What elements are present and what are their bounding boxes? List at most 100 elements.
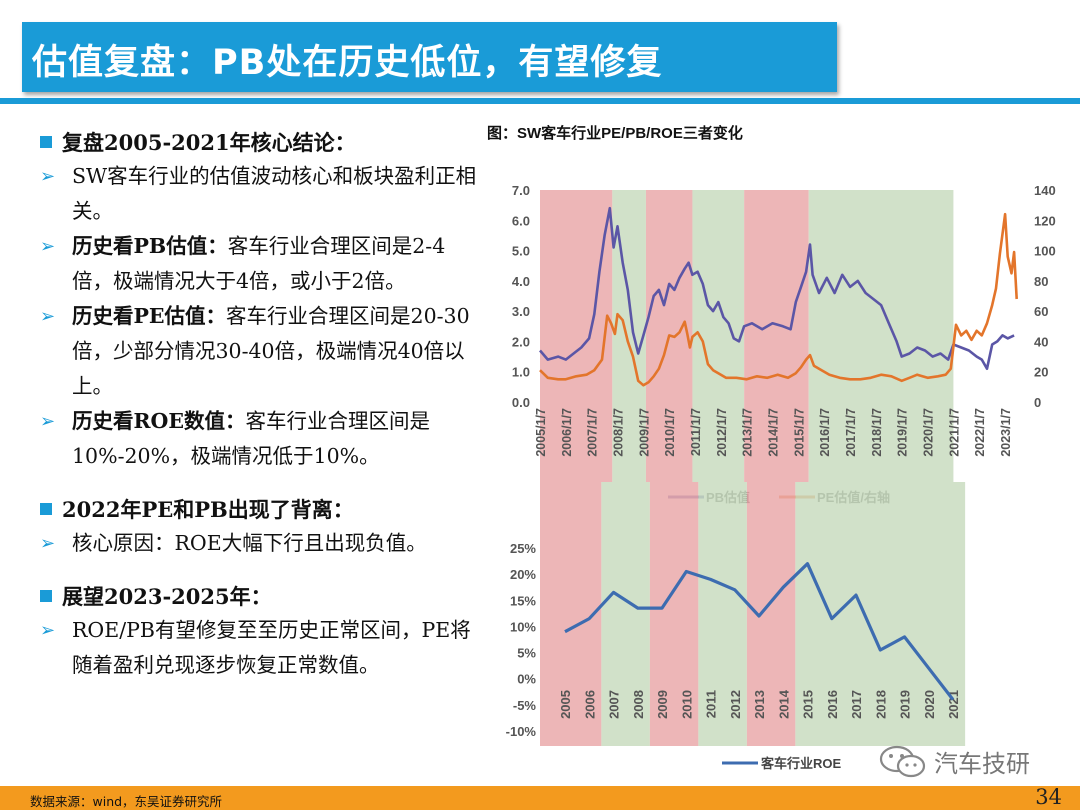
y-axis-tick-label: 20% bbox=[510, 567, 536, 582]
shaded-period-band bbox=[540, 190, 613, 482]
title-rule bbox=[0, 98, 1080, 104]
shaded-period-band bbox=[612, 190, 646, 482]
x-axis-tick-label: 2011 bbox=[704, 690, 719, 718]
arrow-bullet-icon: ➢ bbox=[40, 236, 56, 257]
bullet-text: 历史看PB估值：客车行业合理区间是2-4倍，极端情况大于4倍，或小于2倍。 bbox=[72, 234, 446, 293]
left-axis-tick-label: 6.0 bbox=[512, 213, 530, 228]
arrow-bullet-icon: ➢ bbox=[40, 411, 56, 432]
x-axis-tick-label: 2014/1/7 bbox=[767, 408, 781, 457]
series-line bbox=[539, 212, 1018, 387]
y-axis-tick-label: 10% bbox=[510, 619, 536, 634]
y-axis-tick-label: -5% bbox=[513, 698, 537, 713]
shaded-period-band bbox=[540, 482, 602, 746]
arrow-bullet-icon: ➢ bbox=[40, 533, 56, 554]
right-axis-tick-label: 140 bbox=[1034, 183, 1056, 198]
x-axis-tick-label: 2014 bbox=[776, 689, 791, 719]
arrow-bullet-icon: ➢ bbox=[40, 306, 56, 327]
x-axis-tick-label: 2019/1/7 bbox=[896, 408, 910, 457]
section-heading: 2022年PE和PB出现了背离： bbox=[38, 492, 478, 526]
bullet-text: 历史看ROE数值：客车行业合理区间是10%-20%，极端情况低于10%。 bbox=[72, 409, 431, 468]
x-axis-tick-label: 2013/1/7 bbox=[741, 408, 755, 457]
section-heading: 复盘2005-2021年核心结论： bbox=[38, 125, 478, 159]
valuation-chart: 0.0 1.0 2.0 3.0 4.0 5.0 6.0 7.0 0 20 40 60 80 100 120 1… bbox=[512, 183, 1056, 505]
y-axis-tick-label: 25% bbox=[510, 541, 536, 556]
section-divergence: 2022年PE和PB出现了背离： ➢ 核心原因：ROE大幅下行且出现负值。 bbox=[38, 492, 478, 561]
section-heading-text: 复盘2005-2021年核心结论： bbox=[62, 130, 356, 155]
bullet-text: 历史看PE估值：客车行业合理区间是20-30倍，少部分情况30-40倍，极端情况… bbox=[72, 304, 470, 398]
bullet-text: ROE/PB有望修复至至历史正常区间，PE将随着盈利兑现逐步恢复正常数值。 bbox=[72, 618, 471, 677]
x-axis-tick-label: 2012/1/7 bbox=[715, 408, 729, 457]
data-source: 数据来源：wind，东吴证券研究所 bbox=[30, 794, 223, 809]
right-axis-tick-label: 100 bbox=[1034, 244, 1056, 259]
x-axis-tick-label: 2008/1/7 bbox=[612, 408, 626, 457]
x-axis-tick-label: 2005/1/7 bbox=[534, 408, 548, 457]
right-axis-tick-label: 60 bbox=[1034, 304, 1048, 319]
x-axis-tick-label: 2011/1/7 bbox=[689, 408, 703, 456]
arrow-bullet-icon: ➢ bbox=[40, 166, 56, 187]
left-axis-tick-label: 0.0 bbox=[512, 395, 530, 410]
arrow-bullet-icon: ➢ bbox=[40, 620, 56, 641]
x-axis-tick-label: 2022/1/7 bbox=[973, 408, 987, 457]
x-axis-tick-label: 2013 bbox=[752, 690, 767, 719]
left-text-panel: 复盘2005-2021年核心结论： ➢ SW客车行业的估值波动核心和板块盈利正相关… bbox=[38, 125, 478, 683]
x-axis-tick-label: 2018/1/7 bbox=[870, 408, 884, 457]
y-axis-tick-label: -10% bbox=[506, 724, 537, 739]
x-axis-tick-label: 2005 bbox=[558, 690, 573, 719]
x-axis-tick-label: 2007 bbox=[607, 690, 622, 719]
x-axis-tick-label: 2020 bbox=[922, 690, 937, 719]
shaded-period-band bbox=[746, 482, 796, 746]
bullet-text: 核心原因：ROE大幅下行且出现负值。 bbox=[72, 531, 427, 555]
square-bullet-icon bbox=[40, 136, 52, 148]
page-title: 估值复盘：PB处在历史低位，有望修复 bbox=[32, 43, 663, 83]
x-axis-tick-label: 2010 bbox=[679, 690, 694, 719]
legend-label: 客车行业ROE bbox=[761, 756, 842, 771]
x-axis-tick-label: 2006 bbox=[582, 690, 597, 719]
x-axis-tick-label: 2017/1/7 bbox=[844, 408, 858, 457]
roe-chart: -10% -5% 0% 5% 10% 15% 20% 25% 2005 2006 2007 2008 2… bbox=[506, 482, 966, 771]
section-heading-text: 展望2023-2025年： bbox=[62, 584, 272, 609]
watermark: 汽车技研 bbox=[878, 744, 1030, 779]
x-axis-tick-label: 2012 bbox=[728, 690, 743, 719]
bullet-text: SW客车行业的估值波动核心和板块盈利正相关。 bbox=[72, 164, 477, 223]
x-axis-tick-label: 2009/1/7 bbox=[637, 408, 651, 457]
y-axis-tick-label: 5% bbox=[517, 646, 536, 661]
y-axis-tick-label: 15% bbox=[510, 593, 536, 608]
right-axis-tick-label: 40 bbox=[1034, 334, 1048, 349]
x-axis-tick-label: 2015/1/7 bbox=[792, 408, 806, 457]
square-bullet-icon bbox=[40, 590, 52, 602]
section-review: 复盘2005-2021年核心结论： ➢ SW客车行业的估值波动核心和板块盈利正相关… bbox=[38, 125, 478, 474]
bullet-item: ➢ SW客车行业的估值波动核心和板块盈利正相关。 bbox=[38, 159, 478, 229]
x-axis-tick-label: 2016/1/7 bbox=[818, 408, 832, 457]
shaded-period-band bbox=[808, 190, 954, 482]
shaded-period-band bbox=[649, 482, 699, 746]
x-axis-tick-label: 2006/1/7 bbox=[560, 408, 574, 457]
series-line bbox=[539, 206, 1015, 371]
right-axis-tick-label: 120 bbox=[1034, 213, 1056, 228]
left-axis-tick-label: 5.0 bbox=[512, 244, 530, 259]
x-axis-tick-label: 2020/1/7 bbox=[922, 408, 936, 457]
x-axis-tick-label: 2015 bbox=[801, 690, 816, 719]
bullet-item: ➢ 历史看PE估值：客车行业合理区间是20-30倍，少部分情况30-40倍，极端情… bbox=[38, 299, 478, 404]
right-axis-tick-label: 0 bbox=[1034, 395, 1041, 410]
x-axis-tick-label: 2010/1/7 bbox=[663, 408, 677, 457]
bullet-item: ➢ 历史看PB估值：客车行业合理区间是2-4倍，极端情况大于4倍，或小于2倍。 bbox=[38, 229, 478, 299]
bullet-item: ➢ ROE/PB有望修复至至历史正常区间，PE将随着盈利兑现逐步恢复正常数值。 bbox=[38, 613, 478, 683]
series-line bbox=[564, 562, 955, 701]
right-axis-tick-label: 80 bbox=[1034, 274, 1048, 289]
x-axis-tick-label: 2016 bbox=[825, 690, 840, 719]
chart-area: 图：SW客车行业PE/PB/ROE三者变化 0.0 1.0 2.0 3.0 4.0 5.0… bbox=[487, 124, 1056, 771]
wechat-icon bbox=[879, 745, 926, 777]
section-outlook: 展望2023-2025年： ➢ ROE/PB有望修复至至历史正常区间，PE将随着盈… bbox=[38, 579, 478, 683]
x-axis-tick-label: 2021/1/7 bbox=[947, 408, 961, 457]
x-axis-tick-label: 2023/1/7 bbox=[999, 408, 1013, 457]
shaded-period-band bbox=[795, 482, 966, 746]
left-axis-tick-label: 1.0 bbox=[512, 365, 530, 380]
section-heading: 展望2023-2025年： bbox=[38, 579, 478, 613]
watermark-text: 汽车技研 bbox=[934, 750, 1030, 778]
left-axis-tick-label: 7.0 bbox=[512, 183, 530, 198]
right-axis-tick-label: 20 bbox=[1034, 365, 1048, 380]
x-axis-tick-label: 2018 bbox=[873, 690, 888, 719]
x-axis-tick-label: 2009 bbox=[655, 690, 670, 719]
x-axis-tick-label: 2017 bbox=[849, 690, 864, 719]
x-axis-tick-label: 2007/1/7 bbox=[586, 408, 600, 457]
